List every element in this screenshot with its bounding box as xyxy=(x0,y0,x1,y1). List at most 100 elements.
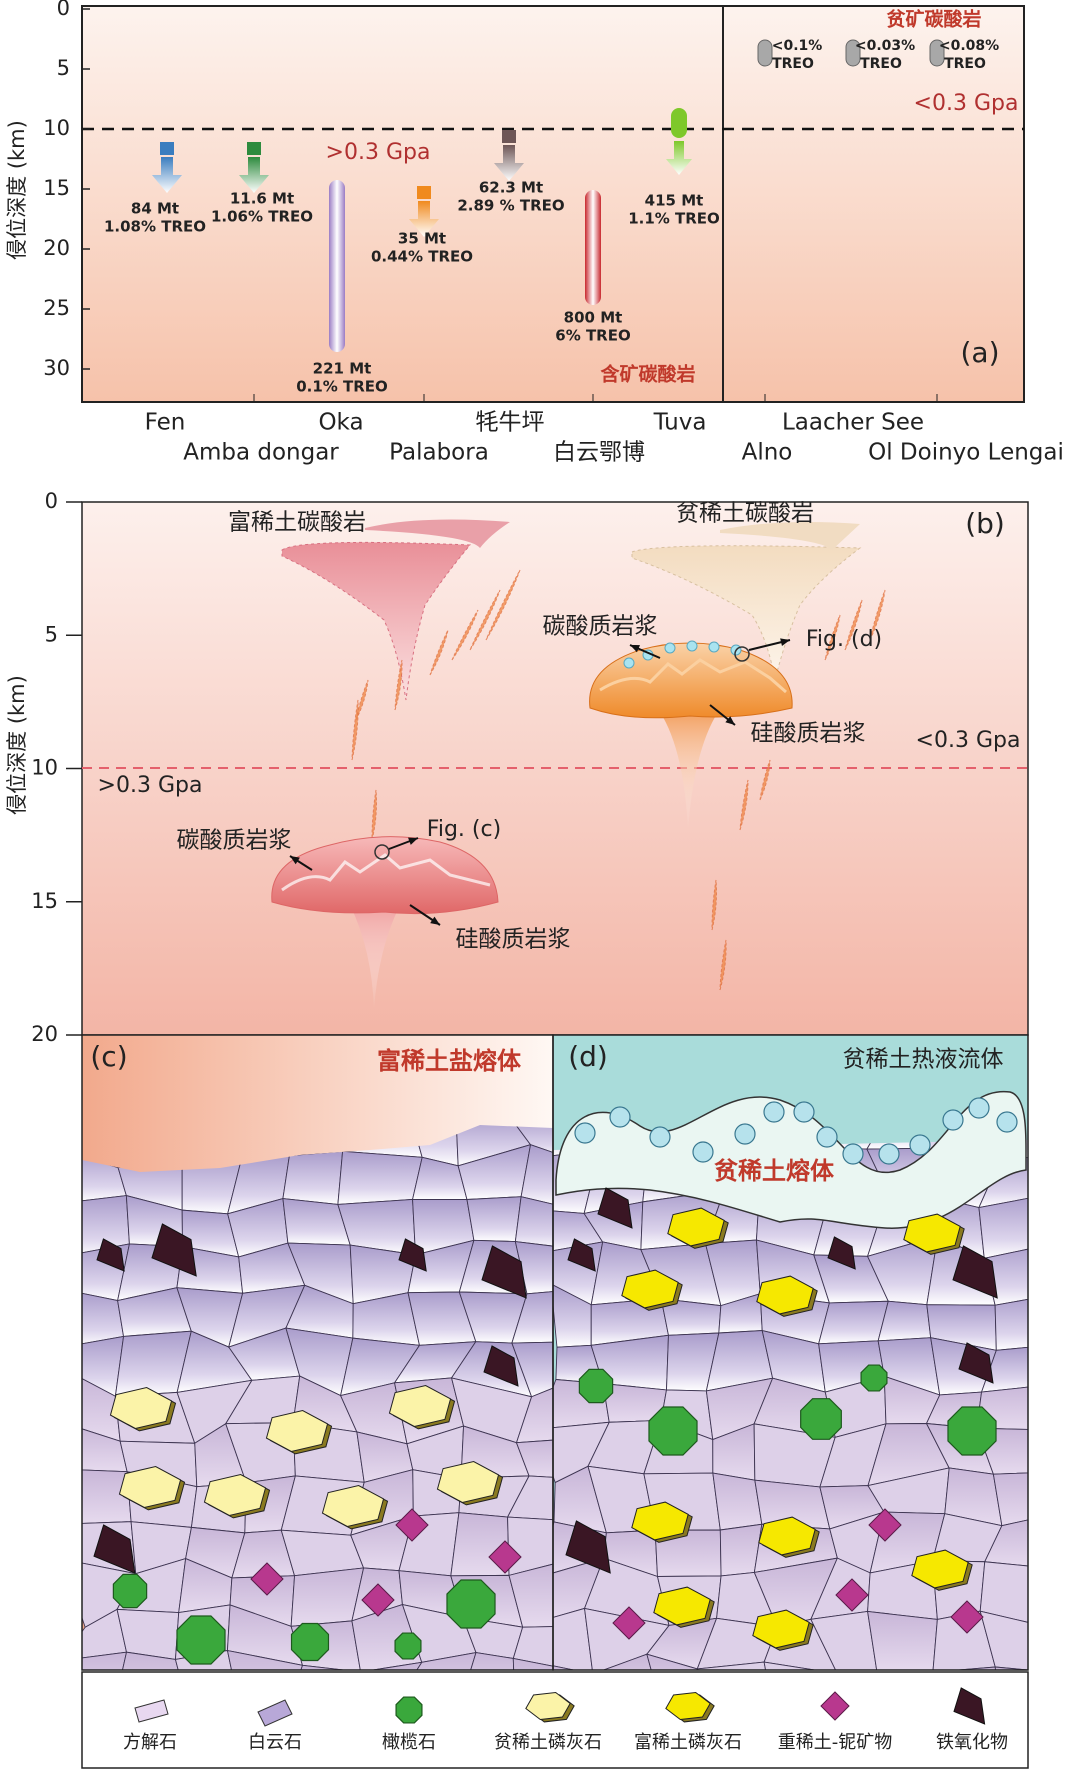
fluid-bubble xyxy=(708,641,720,653)
panel-label: (b) xyxy=(965,507,1005,540)
olivine xyxy=(394,1632,422,1660)
streak xyxy=(869,589,886,641)
locality-label: Alno xyxy=(742,440,793,466)
rock-grain xyxy=(1033,1699,1080,1747)
plume xyxy=(281,541,472,701)
y-tick-label: 20 xyxy=(31,1022,58,1046)
apatite xyxy=(388,1384,452,1428)
annotation: 碳酸质岩浆 xyxy=(177,828,292,854)
plume-cap xyxy=(365,519,510,548)
locality-label: Tuva xyxy=(653,410,707,436)
apatite xyxy=(758,1516,816,1556)
streak xyxy=(485,569,521,641)
deposit-grade: 1.06% TREO xyxy=(211,208,313,226)
rock-grain xyxy=(337,1150,423,1205)
apatite xyxy=(665,1691,711,1721)
apatite xyxy=(653,1586,711,1626)
legend-icon xyxy=(134,1699,169,1723)
streak xyxy=(469,589,501,651)
deposit-tonnage: 800 Mt xyxy=(564,309,623,327)
legend-label: 重稀土-铌矿物 xyxy=(778,1732,893,1753)
rock-grain xyxy=(113,1651,191,1670)
rock-grain xyxy=(82,1651,128,1670)
y-tick-label: 10 xyxy=(43,116,70,140)
iron-oxide xyxy=(952,1245,998,1299)
y-tick-label: 15 xyxy=(43,176,70,200)
annotation: 硅酸质岩浆 xyxy=(456,927,571,953)
olivine xyxy=(860,1364,888,1392)
rock-grain xyxy=(1049,1194,1080,1254)
rock-grain xyxy=(393,1651,477,1670)
apatite xyxy=(525,1691,571,1721)
rock-grain xyxy=(460,1652,516,1670)
y-tick-label: 0 xyxy=(45,489,58,513)
legend-label: 贫稀土磷灰石 xyxy=(494,1732,602,1753)
rock-grain xyxy=(515,1382,553,1444)
panel-label: (c) xyxy=(90,1040,127,1073)
locality-label: Oka xyxy=(318,410,363,436)
deposit-arrow xyxy=(494,145,524,181)
rock-grain xyxy=(646,1653,727,1670)
annotation: Fig. (c) xyxy=(427,817,501,842)
rock-grain xyxy=(282,1150,344,1205)
sample-spot xyxy=(734,646,750,662)
rock-grain xyxy=(978,1193,1028,1259)
barren-capsule xyxy=(929,39,945,67)
pointer-head xyxy=(725,716,735,725)
magma-dome xyxy=(271,836,499,915)
sample-spot xyxy=(374,844,390,860)
legend-label: 富稀土磷灰石 xyxy=(634,1732,742,1753)
olivine xyxy=(290,1622,330,1662)
hree-nb-mineral xyxy=(250,1562,284,1596)
rock-grain xyxy=(1035,1290,1080,1347)
rock-grain xyxy=(515,1437,553,1480)
fluid-bubble xyxy=(816,1126,838,1148)
olivine xyxy=(800,1398,842,1440)
locality-label: Laacher See xyxy=(782,410,924,436)
magma-interface xyxy=(599,658,787,694)
y-tick-label: 0 xyxy=(57,0,70,20)
apatite xyxy=(265,1409,329,1453)
fluid-bubble xyxy=(968,1097,990,1119)
legend-label: 方解石 xyxy=(123,1732,177,1753)
annotation: <0.3 Gpa xyxy=(916,728,1021,753)
deposit-tonnage: 84 Mt xyxy=(131,200,179,218)
barren-unit: TREO xyxy=(860,56,902,72)
streak xyxy=(824,614,841,661)
rock-grain xyxy=(511,1341,553,1398)
olivine xyxy=(112,1573,148,1609)
legend-label: 橄榄石 xyxy=(382,1732,436,1753)
olivine xyxy=(947,1406,997,1456)
fluid-bubble xyxy=(996,1111,1018,1133)
olivine xyxy=(648,1406,698,1456)
y-tick-label: 5 xyxy=(45,622,58,646)
rock-grain xyxy=(466,1196,522,1243)
deposit-tonnage: 35 Mt xyxy=(398,230,446,248)
hree-nb-mineral xyxy=(612,1606,646,1640)
rock-grain xyxy=(994,1294,1028,1351)
rock-grain xyxy=(508,1560,553,1628)
deposit-bar xyxy=(585,190,601,305)
apatite xyxy=(631,1501,689,1541)
streak xyxy=(844,599,863,651)
magma-stem xyxy=(660,712,718,830)
locality-label: Palabora xyxy=(389,440,489,466)
streak xyxy=(429,629,449,676)
annotation: 贫稀土热液流体 xyxy=(843,1047,1004,1073)
annotation: <0.3 Gpa xyxy=(914,91,1019,116)
melt-body xyxy=(555,1091,1027,1229)
rock-grain xyxy=(1035,1343,1080,1386)
magma-stem xyxy=(350,905,400,1010)
apatite xyxy=(436,1460,500,1504)
rock-grain xyxy=(1056,1098,1080,1154)
apatite xyxy=(911,1549,969,1589)
iron-oxide xyxy=(597,1187,633,1229)
fluid-bubble xyxy=(609,1106,631,1128)
rock-grain xyxy=(1045,1516,1080,1571)
rock-grain xyxy=(226,1649,304,1670)
rock-grain xyxy=(520,1144,553,1208)
iron-oxide xyxy=(565,1520,611,1574)
deposit-tonnage: 221 Mt xyxy=(313,360,372,378)
rock-grain xyxy=(1046,1610,1080,1672)
rock-grain xyxy=(1046,1568,1080,1627)
